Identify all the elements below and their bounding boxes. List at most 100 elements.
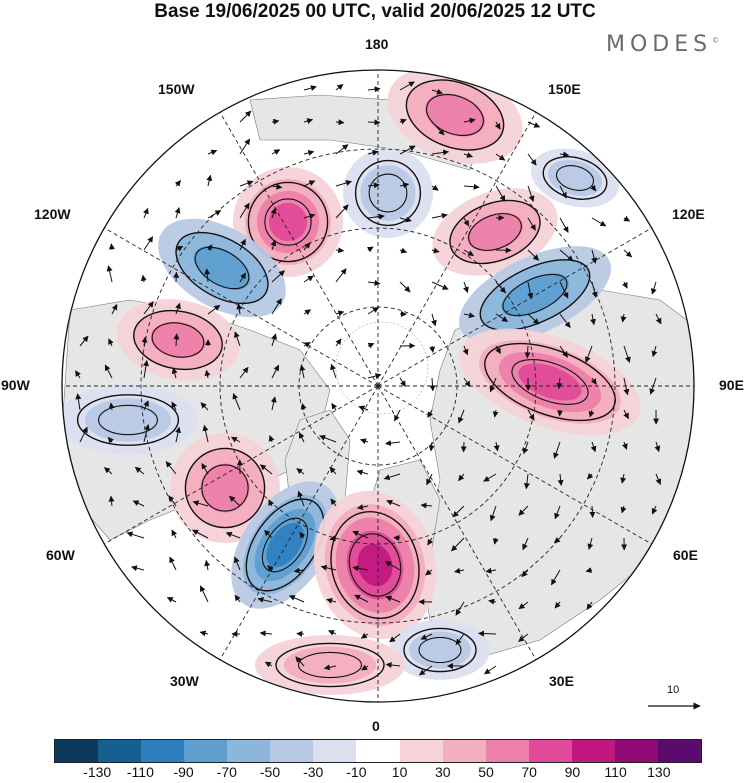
wind-vector bbox=[367, 279, 381, 286]
wind-vector bbox=[271, 333, 277, 347]
wind-vector bbox=[104, 467, 113, 475]
wind-vector bbox=[527, 121, 541, 128]
anomaly-contour-fill bbox=[518, 363, 582, 401]
negative-anomaly-center bbox=[530, 148, 620, 208]
wind-vector bbox=[75, 370, 81, 379]
wind-vector bbox=[303, 180, 316, 187]
arctic-ocean bbox=[335, 321, 429, 415]
wind-vector bbox=[651, 505, 658, 515]
wind-vector bbox=[143, 400, 149, 411]
colorbar-bin bbox=[442, 740, 486, 762]
wind-vector bbox=[352, 565, 369, 572]
wind-vector bbox=[356, 469, 369, 476]
wind-vector bbox=[175, 302, 181, 315]
wind-vector bbox=[527, 217, 536, 231]
colorbar-tick-label: 30 bbox=[435, 764, 451, 780]
streamline-loop bbox=[511, 359, 589, 405]
wind-vector bbox=[495, 281, 506, 294]
wind-vector bbox=[299, 364, 306, 379]
colorbar-ticks: -130 -110 -90 -70 -50 -30 -10 10 30 50 70 90 110 130 bbox=[0, 764, 750, 783]
lon-label-0: 0 bbox=[372, 718, 380, 734]
positive-anomaly-center bbox=[432, 188, 558, 276]
wind-vector bbox=[550, 569, 561, 586]
negative-anomaly-center bbox=[458, 246, 612, 344]
brand-logo: MODES© bbox=[606, 32, 719, 57]
colorbar-bin bbox=[141, 740, 185, 762]
wind-vector bbox=[204, 369, 211, 379]
wind-vector bbox=[257, 596, 273, 603]
wind-vector bbox=[108, 402, 115, 411]
wind-vector bbox=[331, 402, 338, 411]
colorbar-tick-label: 50 bbox=[478, 764, 494, 780]
wind-vector bbox=[169, 556, 177, 571]
meridian-line bbox=[377, 385, 537, 660]
wind-vector bbox=[259, 464, 273, 475]
colorbar-bin bbox=[571, 740, 615, 762]
anomaly-contour-fill bbox=[200, 463, 250, 513]
lon-label-120w: 120W bbox=[34, 206, 71, 222]
wind-vector bbox=[335, 268, 347, 283]
wind-vector bbox=[429, 377, 436, 392]
negative-anomaly-center bbox=[343, 148, 433, 238]
wind-vector bbox=[428, 441, 435, 452]
negative-anomaly-center bbox=[390, 620, 490, 680]
wind-vector bbox=[621, 441, 628, 450]
wind-vector bbox=[239, 138, 251, 155]
wind-vector bbox=[427, 409, 434, 419]
colorbar bbox=[54, 739, 702, 763]
streamline-loop bbox=[502, 273, 568, 317]
anomaly-contour-fill bbox=[266, 522, 304, 568]
wind-vector bbox=[367, 149, 379, 156]
colorbar-tick-label: -90 bbox=[173, 764, 194, 780]
wind-vector bbox=[264, 661, 273, 668]
wind-vector bbox=[206, 244, 213, 251]
wind-vector bbox=[297, 490, 305, 507]
wind-vector bbox=[298, 432, 305, 443]
wind-vector bbox=[79, 335, 89, 347]
wind-vector bbox=[418, 665, 433, 676]
wind-vector bbox=[171, 367, 178, 379]
wind-vector bbox=[192, 529, 209, 539]
wind-vector bbox=[399, 145, 416, 155]
streamline-loop bbox=[354, 159, 422, 227]
colorbar-bin bbox=[614, 740, 658, 762]
lon-label-150w: 150W bbox=[158, 81, 195, 97]
wind-vector bbox=[463, 249, 475, 257]
wind-vector bbox=[559, 345, 569, 358]
wind-vector bbox=[204, 268, 211, 283]
positive-anomaly-center bbox=[313, 490, 437, 640]
wind-vector bbox=[303, 275, 314, 283]
wind-vector bbox=[367, 307, 380, 315]
wind-vector bbox=[166, 596, 177, 603]
wind-vector bbox=[463, 183, 480, 190]
streamline-loop bbox=[245, 498, 325, 592]
colorbar-tick-label: 130 bbox=[647, 764, 671, 780]
streamline-loop bbox=[368, 173, 408, 213]
wind-vector bbox=[270, 239, 277, 251]
anomaly-contour-fill bbox=[268, 202, 308, 242]
anomaly-contour-fill bbox=[360, 165, 416, 221]
wind-vector bbox=[199, 630, 209, 637]
wind-vector bbox=[270, 396, 277, 411]
wind-vector bbox=[523, 473, 530, 490]
wind-vector bbox=[360, 438, 369, 445]
meridian-line bbox=[377, 112, 537, 387]
wind-vector bbox=[463, 152, 473, 158]
wind-vector bbox=[296, 630, 305, 637]
streamline-loop bbox=[76, 394, 180, 446]
wind-vector bbox=[420, 633, 433, 640]
wind-vector bbox=[591, 217, 607, 227]
wind-vector bbox=[399, 247, 408, 254]
wind-vector bbox=[452, 505, 465, 518]
anomaly-contour-fill bbox=[357, 543, 393, 587]
colorbar-tick-label: -10 bbox=[346, 764, 367, 780]
wind-vector bbox=[367, 86, 381, 93]
streamline-loop bbox=[194, 246, 250, 290]
wind-vector bbox=[431, 247, 440, 254]
wind-vector bbox=[527, 185, 535, 202]
colorbar-bin bbox=[485, 740, 529, 762]
streamline-loop bbox=[449, 199, 541, 265]
wind-vector bbox=[426, 473, 433, 486]
wind-vector bbox=[431, 149, 450, 156]
wind-vector bbox=[270, 207, 277, 219]
